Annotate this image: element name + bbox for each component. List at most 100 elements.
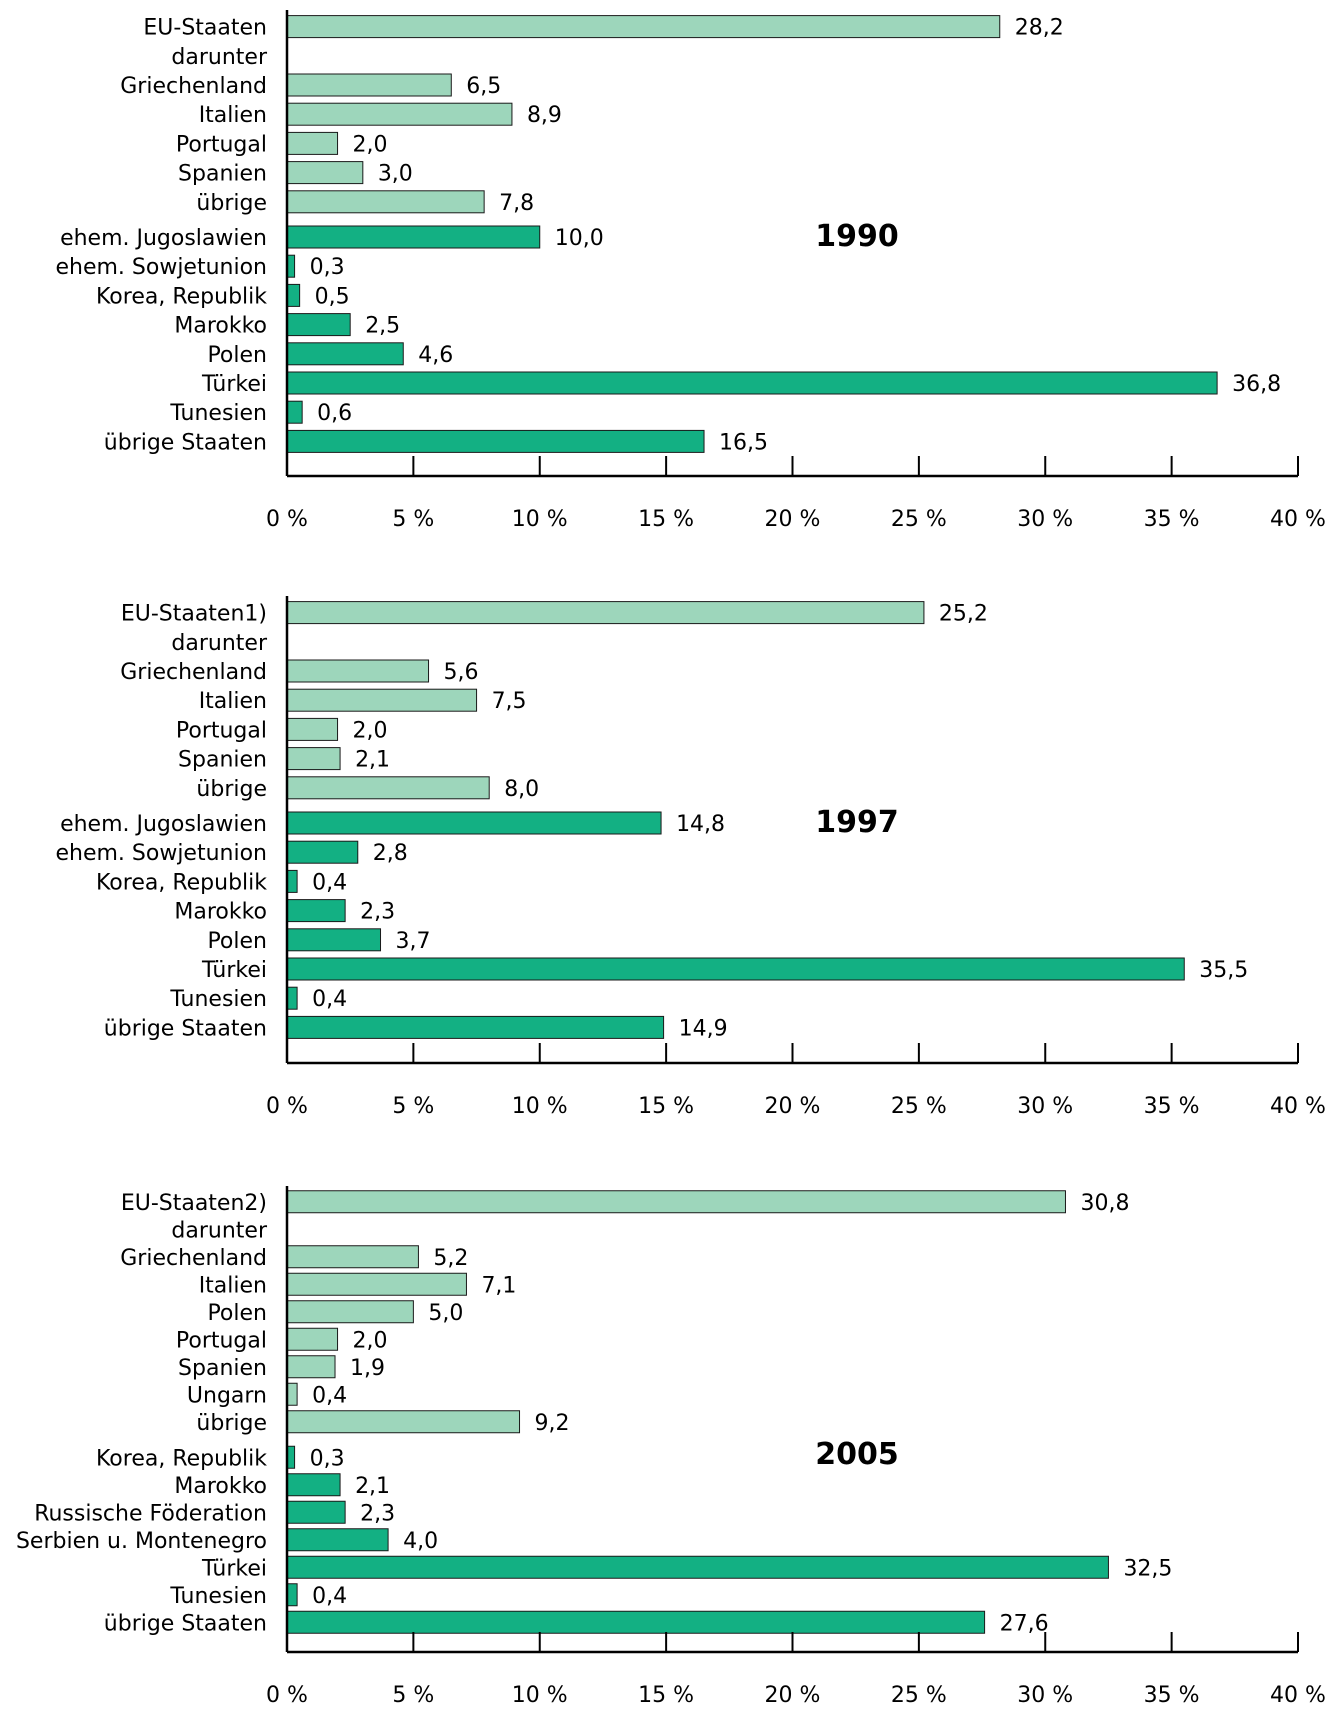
value-label: 35,5: [1199, 958, 1248, 983]
category-label: Spanien: [178, 748, 267, 773]
value-label: 5,6: [444, 660, 479, 685]
bar: [286, 1300, 414, 1324]
value-label: 3,0: [378, 162, 413, 187]
x-tick-label: 40 %: [1270, 1094, 1326, 1119]
x-tick-label: 20 %: [765, 1094, 821, 1119]
category-label: übrige: [196, 1411, 267, 1436]
value-label: 5,2: [433, 1246, 468, 1271]
bar: [286, 1272, 467, 1296]
value-label: 0,3: [310, 255, 345, 280]
x-tick-label: 0 %: [266, 1683, 308, 1708]
bar: [286, 102, 513, 126]
x-tick-label: 20 %: [765, 507, 821, 532]
category-label: Tunesien: [169, 987, 267, 1012]
category-label: übrige Staaten: [104, 430, 267, 455]
category-label: Polen: [207, 343, 267, 368]
bar: [286, 429, 705, 453]
x-tick-label: 10 %: [512, 507, 568, 532]
category-label: Polen: [207, 1301, 267, 1326]
bar: [286, 811, 662, 835]
category-label: Serbien u. Montenegro: [16, 1529, 267, 1554]
bar: [286, 1528, 389, 1552]
category-label: Marokko: [174, 1474, 267, 1499]
category-label: ehem. Sowjetunion: [55, 255, 267, 280]
x-tick-label: 20 %: [765, 1683, 821, 1708]
x-tick-label: 15 %: [638, 1094, 694, 1119]
x-tick-label: 10 %: [512, 1094, 568, 1119]
value-label: 7,1: [481, 1273, 516, 1298]
category-label: Türkei: [201, 372, 267, 397]
bar: [286, 840, 359, 864]
value-label: 2,0: [353, 132, 388, 157]
category-label: EU-Staaten: [143, 16, 267, 41]
value-label: 36,8: [1232, 372, 1281, 397]
x-tick-label: 40 %: [1270, 1683, 1326, 1708]
value-label: 9,2: [535, 1411, 570, 1436]
value-label: 1,9: [350, 1356, 385, 1381]
category-label: Korea, Republik: [96, 284, 267, 309]
x-tick-label: 15 %: [638, 507, 694, 532]
value-label: 2,3: [360, 1501, 395, 1526]
value-label: 2,8: [373, 841, 408, 866]
category-label: Italien: [199, 689, 267, 714]
value-label: 30,8: [1080, 1191, 1129, 1216]
category-label: Italien: [199, 1273, 267, 1298]
category-label: Polen: [207, 929, 267, 954]
x-tick-label: 25 %: [891, 1683, 947, 1708]
category-label: Tunesien: [169, 401, 267, 426]
bar: [286, 1382, 298, 1406]
value-label: 25,2: [939, 602, 988, 627]
value-label: 2,5: [365, 314, 400, 339]
x-tick-label: 25 %: [891, 507, 947, 532]
bar: [286, 1245, 419, 1269]
x-tick-label: 35 %: [1144, 1683, 1200, 1708]
bar: [286, 1610, 986, 1634]
bar: [286, 1410, 521, 1434]
value-label: 0,6: [317, 401, 352, 426]
bar: [286, 131, 339, 155]
category-label: darunter: [171, 45, 268, 70]
bar: [286, 957, 1185, 981]
x-tick-label: 10 %: [512, 1683, 568, 1708]
bar: [286, 161, 364, 185]
category-label: Tunesien: [169, 1584, 267, 1609]
category-label: Griechenland: [120, 660, 267, 685]
value-label: 16,5: [719, 430, 768, 455]
category-label: Italien: [199, 103, 267, 128]
category-label: EU-Staaten2): [121, 1191, 267, 1216]
category-label: darunter: [171, 631, 268, 656]
category-label: Griechenland: [120, 1246, 267, 1271]
bar: [286, 1500, 346, 1524]
value-label: 5,0: [428, 1301, 463, 1326]
x-tick-label: 0 %: [266, 1094, 308, 1119]
value-label: 4,0: [403, 1529, 438, 1554]
value-label: 14,8: [676, 812, 725, 837]
bar: [286, 986, 298, 1010]
bar: [286, 371, 1218, 395]
category-label: ehem. Jugoslawien: [60, 812, 267, 837]
category-label: EU-Staaten1): [121, 602, 267, 627]
bar: [286, 342, 404, 366]
x-tick-label: 25 %: [891, 1094, 947, 1119]
value-label: 0,3: [310, 1446, 345, 1471]
bar: [286, 15, 1001, 39]
value-label: 14,9: [679, 1016, 728, 1041]
value-label: 0,5: [315, 284, 350, 309]
bar: [286, 747, 341, 771]
bar: [286, 601, 925, 625]
value-label: 2,3: [360, 900, 395, 925]
category-label: übrige Staaten: [104, 1016, 267, 1041]
bar: [286, 1473, 341, 1497]
category-label: übrige: [196, 777, 267, 802]
value-label: 2,1: [355, 748, 390, 773]
value-label: 4,6: [418, 343, 453, 368]
bar: [286, 688, 478, 712]
value-label: 6,5: [466, 74, 501, 99]
x-tick-label: 30 %: [1017, 507, 1073, 532]
category-label: Marokko: [174, 900, 267, 925]
bar: [286, 1555, 1109, 1579]
category-label: Spanien: [178, 162, 267, 187]
value-label: 0,4: [312, 987, 347, 1012]
value-label: 2,0: [353, 718, 388, 743]
